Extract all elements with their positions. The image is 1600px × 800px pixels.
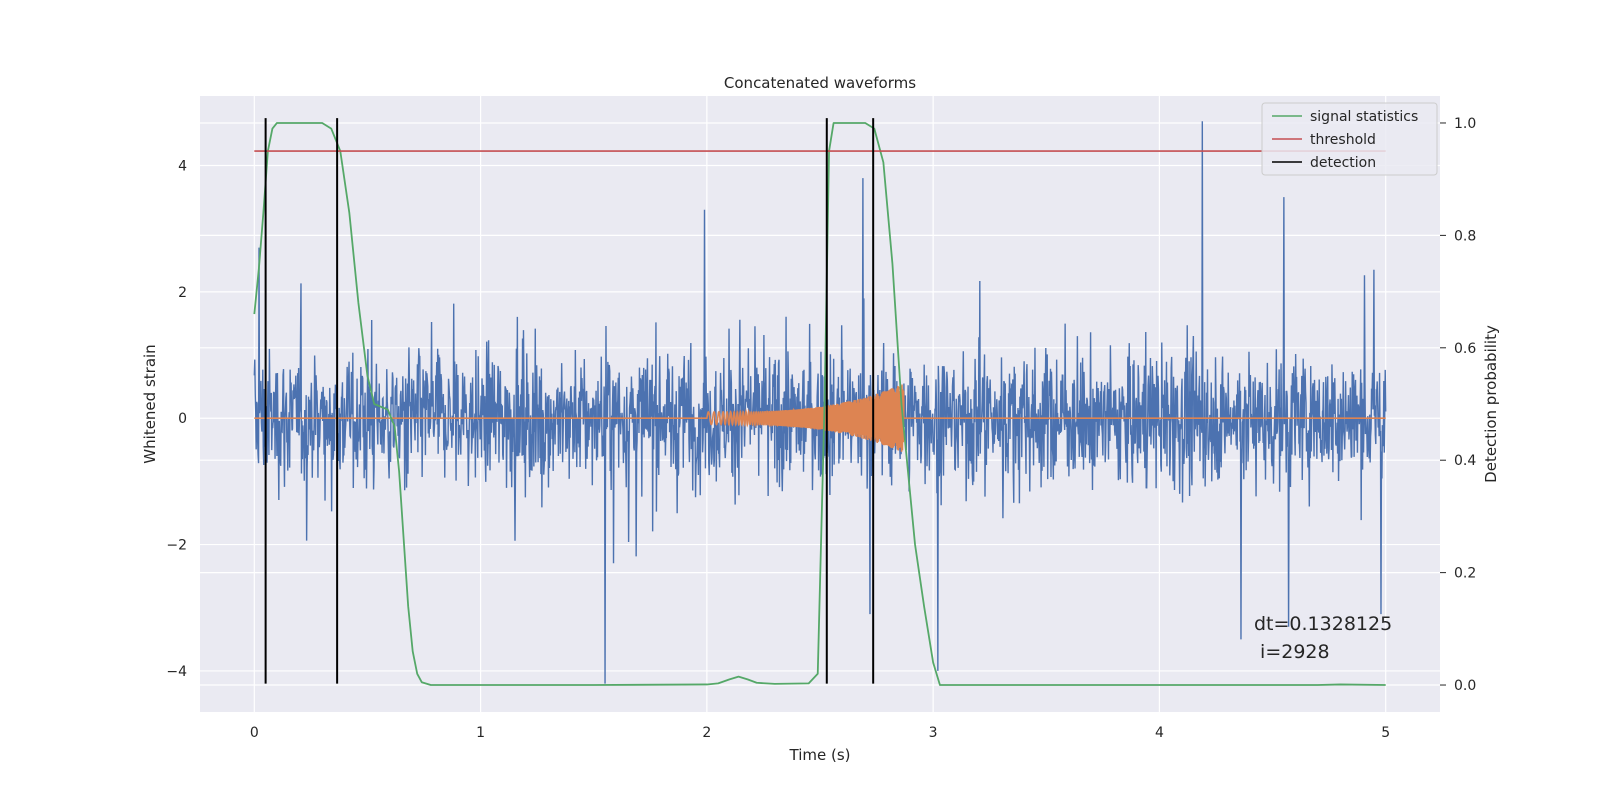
legend-label-detection: detection: [1310, 155, 1376, 171]
legend: signal statistics threshold detection: [1261, 102, 1438, 176]
legend-label-signal-statistics: signal statistics: [1310, 109, 1418, 125]
annotation-i: i=2928: [1254, 641, 1330, 663]
y-tick-label: 4: [178, 158, 187, 174]
x-axis-label: Time (s): [789, 746, 851, 764]
x-tick-label: 0: [250, 725, 259, 741]
x-axis-ticks: 0 1 2 3 4 5: [250, 725, 1390, 741]
y-tick-label: 2: [178, 285, 187, 301]
y-right-tick-label: 0.2: [1454, 566, 1476, 582]
y-right-axis-label: Detection probability: [1482, 325, 1500, 483]
plot-area: [253, 118, 1387, 686]
x-tick-label: 1: [476, 725, 485, 741]
y-tick-label: 0: [178, 411, 187, 427]
chart-title: Concatenated waveforms: [724, 74, 916, 92]
legend-box: [1261, 102, 1438, 176]
y-axis-ticks: −4 −2 0 2 4: [166, 158, 187, 679]
x-tick-label: 3: [929, 725, 938, 741]
legend-label-threshold: threshold: [1310, 132, 1376, 148]
y-tick-label: −2: [166, 538, 187, 554]
y-right-tick-label: 1.0: [1454, 116, 1476, 132]
annotation-dt: dt=0.1328125: [1254, 613, 1392, 635]
y-tick-label: −4: [166, 664, 187, 680]
y-right-axis-ticks: 0.0 0.2 0.4 0.6 0.8 1.0: [1440, 116, 1476, 694]
y-right-tick-label: 0.8: [1454, 228, 1476, 244]
x-tick-label: 5: [1381, 725, 1390, 741]
y-right-tick-label: 0.6: [1454, 341, 1476, 357]
y-axis-label: Whitened strain: [141, 344, 159, 463]
x-tick-label: 2: [702, 725, 711, 741]
y-right-tick-label: 0.4: [1454, 453, 1476, 469]
y-right-tick-label: 0.0: [1454, 678, 1476, 694]
injected-signal-line: [254, 384, 1386, 452]
x-tick-label: 4: [1155, 725, 1164, 741]
signal-statistics-line: [253, 122, 1386, 686]
